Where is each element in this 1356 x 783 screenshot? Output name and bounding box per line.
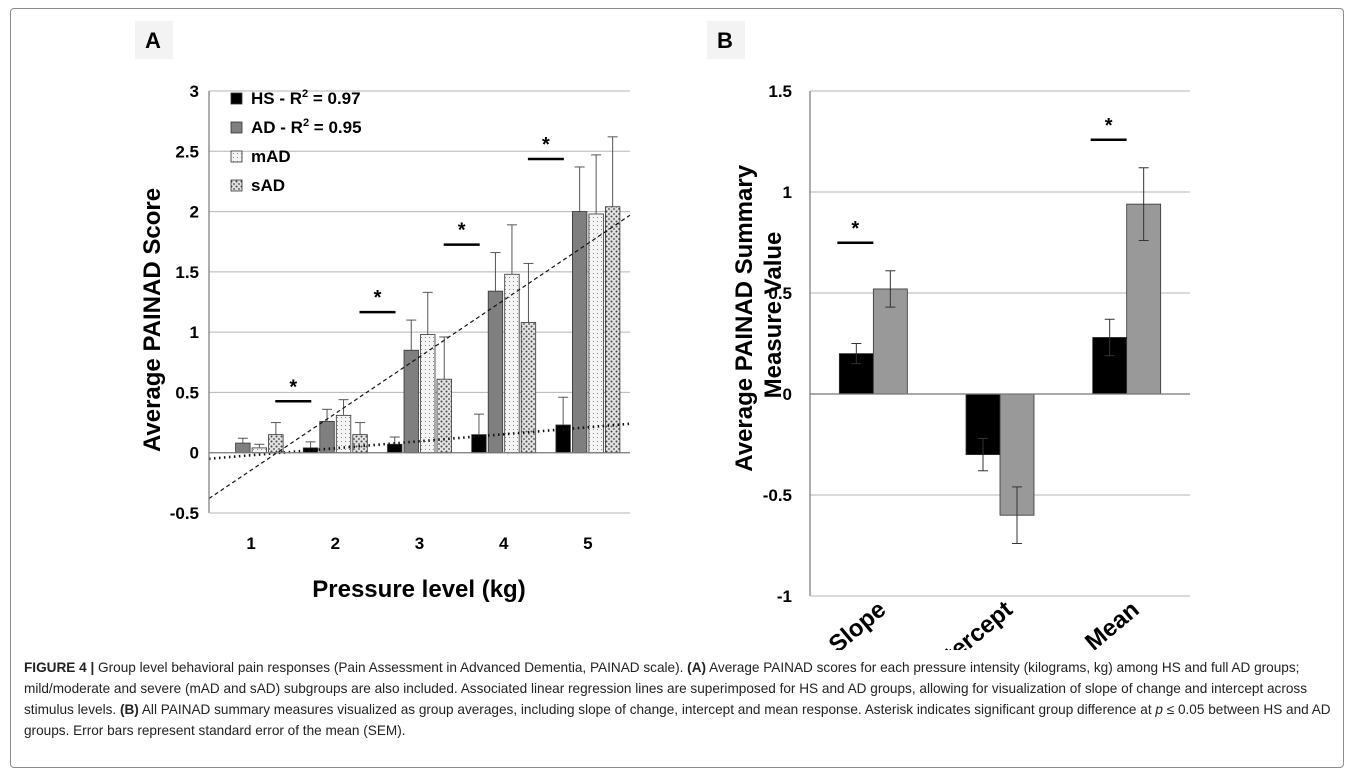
bar-mAD-3 (420, 334, 436, 454)
y-tick-label: 0 (190, 444, 199, 463)
bar-sAD-3 (436, 378, 452, 454)
panel-a-axes (208, 91, 630, 514)
panel-a-x-axis-title: Pressure level (kg) (312, 576, 525, 603)
panel-b-axes (809, 91, 1190, 597)
panel-a-gridlines (209, 90, 630, 393)
legend-label-main: AD - R (251, 118, 303, 137)
panel-b-y-axis-title-line-2: Measure Value (760, 232, 787, 399)
y-tick-label: -0.5 (763, 486, 792, 505)
y-tick-label: 3 (190, 82, 199, 101)
y-tick-label: 1.5 (175, 263, 199, 282)
x-tick-label: Mean (1080, 596, 1144, 650)
legend-label-main: HS - R (251, 89, 302, 108)
bar-HS-3 (387, 443, 403, 454)
panel-b-letter-bg (707, 21, 745, 59)
bar-mAD-5 (588, 213, 604, 454)
panel-b-bars (838, 203, 1162, 516)
caption-p-tail: ≤ 0.05 between HS and AD groups. Error b… (24, 702, 1331, 738)
x-tick-label: 3 (415, 534, 424, 553)
bar-sAD-2 (352, 434, 368, 454)
legend-label-sAD: sAD (251, 176, 285, 195)
legend-label-tail: = 0.95 (309, 118, 361, 137)
legend-label-mAD: mAD (251, 147, 291, 166)
panel-a-y-axis-title: Average PAINAD Score (139, 188, 166, 452)
bar-sAD-5 (605, 206, 621, 454)
y-tick-label: 2 (190, 203, 199, 222)
x-tick-label: 4 (499, 534, 509, 553)
y-tick-label: 0.5 (175, 383, 199, 402)
legend-swatch-sAD (230, 179, 243, 192)
panel-a-error-bars (237, 136, 618, 448)
panel-b-x-ticks: Slope Intercept Mean (824, 596, 1145, 650)
legend-label-sup: 2 (302, 88, 308, 100)
significance-star-Slope: * (851, 218, 859, 240)
bar-HS-2 (302, 447, 319, 454)
legend-label-AD: AD - R2 = 0.95 (251, 117, 362, 137)
x-tick-label: 2 (331, 534, 340, 553)
y-tick-label: -0.5 (170, 504, 199, 523)
bar-AD-1 (235, 442, 251, 454)
legend-swatch-AD (230, 121, 243, 134)
panel-b-y-axis-title-line-1: Average PAINAD Summary (731, 164, 758, 471)
significance-star-5: * (542, 134, 550, 156)
panel-b-y-axis-title: Average PAINAD Summary Measure Value (731, 158, 787, 471)
significance-star-3: * (374, 287, 382, 309)
y-tick-label: 0 (783, 385, 792, 404)
x-tick-label: 5 (583, 534, 592, 553)
bar-AD-2 (319, 420, 335, 454)
legend-label-main: mAD (251, 147, 291, 166)
legend-label-tail: = 0.97 (308, 89, 360, 108)
bar-AD-5 (572, 211, 588, 454)
x-tick-label: Slope (824, 596, 891, 650)
bar-mAD-4 (504, 273, 520, 454)
panel-b-letter: B (717, 28, 733, 53)
caption-b-text: All PAINAD summary measures visualized a… (138, 702, 1156, 717)
legend-swatch-HS (230, 92, 243, 105)
figure-caption: FIGURE 4 | Group level behavioral pain r… (24, 657, 1334, 741)
y-tick-label: 1 (783, 183, 792, 202)
legend-label-main: sAD (251, 176, 285, 195)
figure-frame (10, 8, 1344, 768)
y-tick-label: 0.5 (768, 284, 792, 303)
x-tick-label: Intercept (923, 596, 1018, 650)
panel-b-chart: -1-0.500.511.5 Slope Intercept Mean ** Ave… (731, 82, 1190, 650)
legend-swatch-mAD (230, 150, 243, 163)
trendline-AD (208, 214, 631, 500)
panel-a-letter: A (145, 28, 161, 53)
panel-b-y-ticks: -1 -0.5 0 0.5 1 1.5 (763, 82, 792, 606)
caption-a-text: Average PAINAD scores for each pressure … (24, 660, 1308, 717)
legend-label-sup: 2 (303, 117, 309, 129)
caption-a-label: (A) (687, 660, 707, 675)
x-tick-label: 1 (246, 534, 255, 553)
caption-p-symbol: p (1155, 702, 1163, 717)
significance-star-4: * (458, 220, 466, 242)
panel-a-trendlines (208, 214, 631, 500)
panel-a-bars (235, 206, 621, 454)
bar-AD-4 (487, 290, 504, 454)
bar-mAD-1 (251, 447, 268, 454)
y-tick-label: 1.5 (768, 82, 792, 101)
bar-AD-Intercept (999, 393, 1035, 516)
bar-AD-3 (403, 349, 419, 454)
panel-a-significance: * * * * (275, 134, 564, 403)
significance-star-2: * (289, 376, 297, 398)
panel-a-y-ticks: -0.5 0 0.5 1 1.5 2 2.5 3 (170, 82, 199, 523)
y-tick-label: -1 (777, 587, 792, 606)
panel-b-error-bars (851, 167, 1149, 544)
y-tick-label: 1 (190, 323, 199, 342)
significance-star-Mean: * (1105, 115, 1113, 137)
caption-intro: Group level behavioral pain responses (P… (94, 660, 688, 675)
panel-b-significance: ** (837, 115, 1127, 245)
panel-a-letter-bg (135, 21, 173, 59)
panel-a-x-ticks: 1 2 3 4 5 (246, 534, 592, 553)
caption-b-label: (B) (119, 702, 139, 717)
caption-figure-label: FIGURE 4 | (24, 660, 95, 675)
legend-label-HS: HS - R2 = 0.97 (251, 88, 361, 108)
y-tick-label: 2.5 (175, 142, 199, 161)
